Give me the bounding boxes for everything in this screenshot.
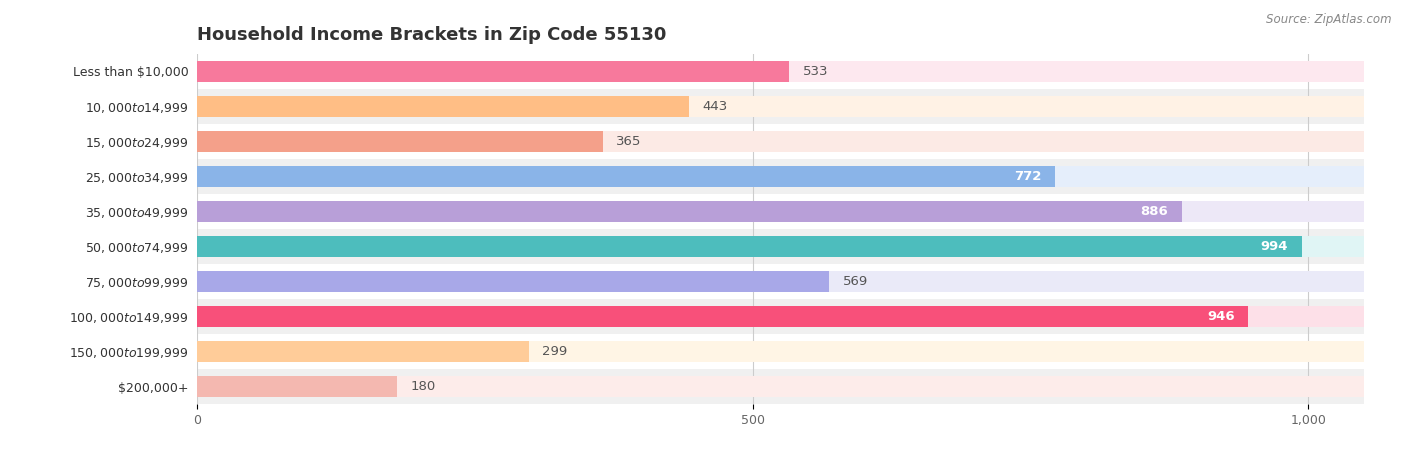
Bar: [197, 131, 603, 152]
Bar: [197, 306, 1364, 327]
Bar: [197, 159, 1364, 194]
Text: 886: 886: [1140, 205, 1168, 218]
Bar: [197, 334, 1364, 369]
Text: 299: 299: [543, 345, 568, 358]
Bar: [197, 131, 1364, 152]
Bar: [197, 341, 1364, 362]
Bar: [197, 96, 1364, 117]
Bar: [197, 194, 1364, 229]
Bar: [197, 61, 1364, 82]
Bar: [197, 271, 830, 292]
Bar: [197, 124, 1364, 159]
Bar: [197, 376, 1364, 397]
Text: Source: ZipAtlas.com: Source: ZipAtlas.com: [1267, 13, 1392, 26]
Bar: [197, 236, 1364, 257]
Text: 994: 994: [1261, 240, 1288, 253]
Text: 443: 443: [703, 100, 728, 113]
Text: 946: 946: [1208, 310, 1234, 323]
Bar: [197, 341, 529, 362]
Bar: [197, 201, 1181, 222]
Bar: [197, 54, 1364, 89]
Bar: [197, 201, 1364, 222]
Text: Household Income Brackets in Zip Code 55130: Household Income Brackets in Zip Code 55…: [197, 26, 666, 44]
Bar: [197, 299, 1364, 334]
Text: 569: 569: [842, 275, 868, 288]
Bar: [197, 306, 1249, 327]
Text: 772: 772: [1014, 170, 1042, 183]
Bar: [197, 61, 789, 82]
Bar: [197, 166, 1364, 187]
Bar: [197, 236, 1302, 257]
Text: 180: 180: [411, 380, 436, 393]
Bar: [197, 264, 1364, 299]
Text: 365: 365: [616, 135, 641, 148]
Text: 533: 533: [803, 65, 828, 78]
Bar: [197, 166, 1054, 187]
Bar: [197, 89, 1364, 124]
Bar: [197, 229, 1364, 264]
Bar: [197, 369, 1364, 404]
Bar: [197, 96, 689, 117]
Bar: [197, 271, 1364, 292]
Bar: [197, 376, 396, 397]
